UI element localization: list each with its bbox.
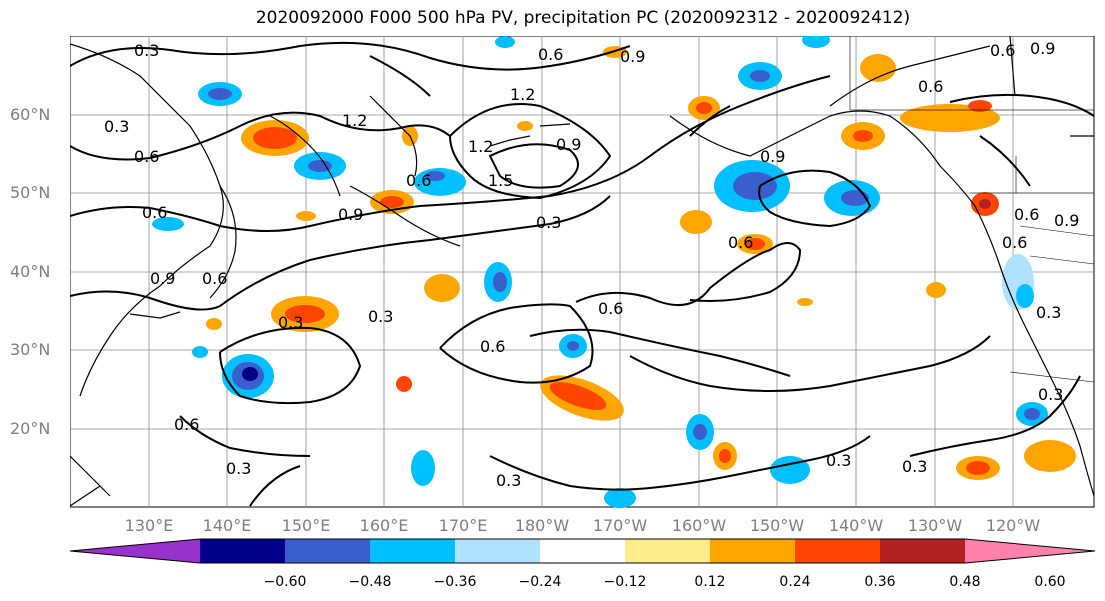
lon-label: 180°W — [514, 516, 570, 535]
lon-label: 170°E — [438, 516, 488, 535]
lon-label: 170°W — [592, 516, 648, 535]
colorbar-segment — [710, 539, 796, 563]
colorbar-segment — [285, 539, 371, 563]
colorbar-segment — [795, 539, 881, 563]
contour-label: 0.3 — [902, 457, 927, 476]
contour-label: 0.3 — [104, 117, 129, 136]
lon-label: 140°E — [202, 516, 252, 535]
map-title: 2020092000 F000 500 hPa PV, precipitatio… — [255, 8, 911, 28]
lon-label: 150°W — [749, 516, 805, 535]
colorbar-tick-label: 0.48 — [949, 574, 981, 590]
contour-label: 0.9 — [556, 135, 581, 154]
lon-label: 160°W — [671, 516, 727, 535]
contour-label: 0.3 — [226, 459, 251, 478]
contour-label: 0.3 — [496, 471, 521, 490]
political-boundaries — [849, 36, 1095, 383]
lon-label: 130°W — [907, 516, 963, 535]
lon-label: 120°W — [985, 516, 1041, 535]
lat-label: 20°N — [10, 419, 51, 438]
contour-label: 0.6 — [538, 45, 563, 64]
contour-label: 0.6 — [918, 77, 943, 96]
colorbar-extend-high — [965, 539, 1095, 563]
colorbar-outline — [70, 538, 1096, 564]
contour-label: 0.6 — [1014, 205, 1039, 224]
colorbar — [70, 538, 1096, 564]
contour-label: 0.6 — [1002, 233, 1027, 252]
colorbar-segment — [880, 539, 966, 563]
contour-labels: 0.3 0.3 0.6 0.6 0.9 0.6 1.2 1.2 1.5 1.2 … — [104, 39, 1079, 490]
colorbar-tick-label: 0.60 — [1034, 574, 1066, 590]
contour-label: 1.2 — [468, 137, 493, 156]
colorbar-segment — [200, 539, 286, 563]
contour-label: 0.6 — [480, 337, 505, 356]
contour-label: 0.3 — [826, 451, 851, 470]
contour-label: 0.6 — [598, 299, 623, 318]
contour-label: 0.6 — [406, 171, 431, 190]
lat-label: 40°N — [10, 262, 51, 281]
contour-label: 0.3 — [278, 313, 303, 332]
contour-label: 0.9 — [1030, 39, 1055, 58]
map-panel: 0.3 0.3 0.6 0.6 0.9 0.6 1.2 1.2 1.5 1.2 … — [70, 36, 1095, 508]
pv-contours — [70, 41, 1095, 507]
contour-label: 1.2 — [342, 111, 367, 130]
contour-label: 0.3 — [1036, 303, 1061, 322]
contour-label: 0.6 — [990, 41, 1015, 60]
contour-label: 0.3 — [1038, 385, 1063, 404]
contour-label: 0.3 — [536, 213, 561, 232]
contour-label: 0.6 — [142, 203, 167, 222]
lon-label: 160°E — [359, 516, 409, 535]
colorbar-segment — [455, 539, 541, 563]
colorbar-tick-label: −0.24 — [518, 574, 562, 590]
lon-label: 140°W — [828, 516, 884, 535]
colorbar-tick-label: −0.12 — [603, 574, 647, 590]
colorbar-tick-label: −0.60 — [263, 574, 307, 590]
lat-label: 30°N — [10, 340, 51, 359]
contour-label: 0.3 — [134, 41, 159, 60]
contour-label: 1.5 — [488, 171, 513, 190]
contour-label: 0.9 — [620, 47, 645, 66]
lat-label: 60°N — [10, 105, 51, 124]
colorbar-tick-label: 0.36 — [864, 574, 896, 590]
contour-label: 0.6 — [174, 415, 199, 434]
contour-label: 0.9 — [1054, 211, 1079, 230]
lon-label: 150°E — [281, 516, 331, 535]
colorbar-segment — [370, 539, 456, 563]
colorbar-segment — [540, 539, 626, 563]
contour-label: 0.9 — [338, 205, 363, 224]
contour-label: 0.3 — [368, 307, 393, 326]
colorbar-tick-label: −0.48 — [348, 574, 392, 590]
coastlines — [70, 36, 1095, 507]
colorbar-extend-low — [70, 539, 200, 563]
contour-label: 1.2 — [510, 85, 535, 104]
contour-label: 0.6 — [134, 147, 159, 166]
colorbar-segment — [625, 539, 711, 563]
colorbar-tick-label: 0.24 — [779, 574, 811, 590]
contour-label: 0.9 — [150, 269, 175, 288]
contour-label: 0.6 — [728, 233, 753, 252]
lon-label: 130°E — [124, 516, 174, 535]
colorbar-tick-label: −0.36 — [433, 574, 477, 590]
contour-label: 0.9 — [760, 147, 785, 166]
colorbar-tick-label: 0.12 — [694, 574, 726, 590]
contour-label: 0.6 — [202, 269, 227, 288]
lat-label: 50°N — [10, 183, 51, 202]
